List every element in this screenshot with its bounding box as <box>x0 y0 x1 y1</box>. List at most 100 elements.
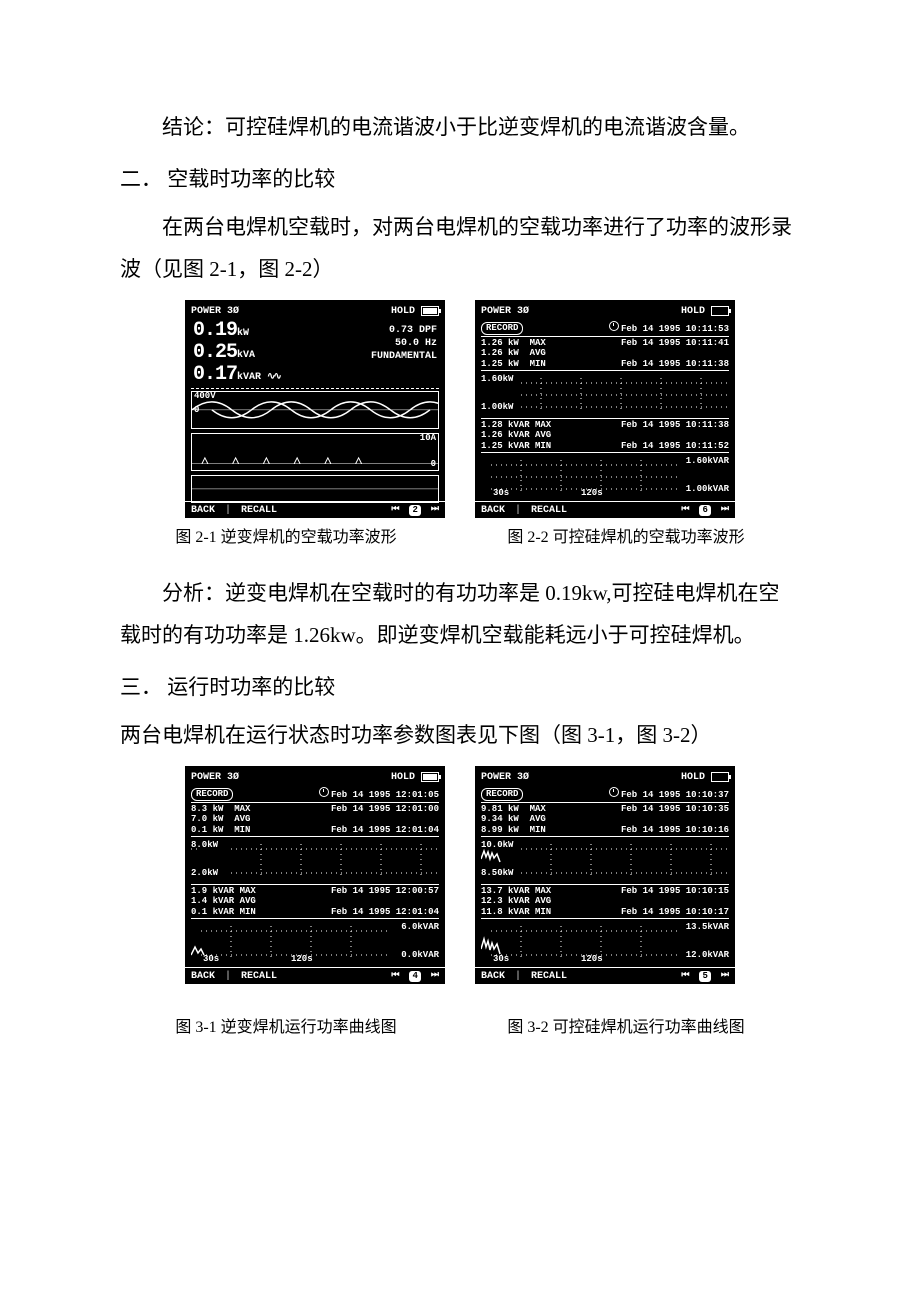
section-3-heading: 三． 运行时功率的比较 <box>120 666 800 708</box>
back-button[interactable]: BACK <box>481 971 505 982</box>
kvar-max-time: Feb 14 1995 10:10:15 <box>621 886 729 896</box>
kvar-min-time: Feb 14 1995 12:01:04 <box>331 907 439 917</box>
kw-avg: 9.34 kW <box>481 814 519 824</box>
kvar-min: 0.1 kVAR MIN <box>191 907 256 917</box>
next-icon[interactable]: ⏭ <box>721 505 729 515</box>
recall-button[interactable]: RECALL <box>241 971 277 982</box>
captions-row-2: 图 2-1 逆变焊机的空载功率波形 图 2-2 可控硅焊机的空载功率波形 <box>120 522 800 554</box>
section-2-intro: 在两台电焊机空载时，对两台电焊机的空载功率进行了功率的波形录波（见图 2-1，图… <box>120 206 800 290</box>
kvar-max: 1.9 kVAR MAX <box>191 886 256 896</box>
back-button[interactable]: BACK <box>191 971 215 982</box>
record-timestamp: Feb 14 1995 10:10:37 <box>621 790 729 800</box>
record-badge: RECORD <box>481 322 523 335</box>
kvar-max: 13.7 kVAR MAX <box>481 886 551 896</box>
recall-button[interactable]: RECALL <box>531 971 567 982</box>
kvar-avg: 1.4 kVAR AVG <box>191 896 256 906</box>
kw-avg: 7.0 kW <box>191 814 223 824</box>
screen-title: POWER 3Ø <box>191 306 239 317</box>
recall-button[interactable]: RECALL <box>531 505 567 516</box>
kw-stats: 1.26 kW MAX 1.26 kW AVG 1.25 kW MIN Feb … <box>481 336 729 371</box>
screen-title: POWER 3Ø <box>191 772 239 783</box>
section-2-heading: 二． 空载时功率的比较 <box>120 158 800 200</box>
screen-title: POWER 3Ø <box>481 772 529 783</box>
kvar-max-time: Feb 14 1995 10:11:38 <box>621 420 729 430</box>
record-timestamp: Feb 14 1995 10:11:53 <box>621 324 729 334</box>
hold-label: HOLD <box>391 772 415 783</box>
recall-button[interactable]: RECALL <box>241 505 277 516</box>
caption-3-2: 图 3-2 可控硅焊机运行功率曲线图 <box>507 1012 744 1044</box>
kw-min-time: Feb 14 1995 10:11:38 <box>621 359 729 369</box>
section-3-intro: 两台电焊机在运行状态时功率参数图表见下图（图 3-1，图 3-2） <box>120 714 800 756</box>
record-badge: RECORD <box>191 788 233 801</box>
next-icon[interactable]: ⏭ <box>721 971 729 981</box>
kw-stats: 8.3 kW MAX 7.0 kW AVG 0.1 kW MIN Feb 14 … <box>191 802 439 837</box>
screen-bottombar: BACK | RECALL ⏮ 6 ⏭ <box>475 501 735 518</box>
kw-unit: kW <box>237 328 249 339</box>
kw-avg: 1.26 kW <box>481 348 519 358</box>
kvar-min-time: Feb 14 1995 10:10:17 <box>621 907 729 917</box>
kw-trend: 10.0kW 8.50kW <box>481 839 729 883</box>
kw-value: 0.19 <box>193 319 237 342</box>
hold-label: HOLD <box>391 306 415 317</box>
screen-title: POWER 3Ø <box>481 306 529 317</box>
prev-icon[interactable]: ⏮ <box>681 505 689 515</box>
kvar-stats: 13.7 kVAR MAX 12.3 kVAR AVG 11.8 kVAR MI… <box>481 884 729 919</box>
analysis-text: 分析：逆变电焊机在空载时的有功功率是 0.19kw,可控硅电焊机在空载时的有功功… <box>120 572 800 656</box>
kvar-max: 1.28 kVAR MAX <box>481 420 551 430</box>
kw-max-time: Feb 14 1995 10:11:41 <box>621 338 729 348</box>
kw-stats: 9.81 kW MAX 9.34 kW AVG 8.99 kW MIN Feb … <box>481 802 729 837</box>
battery-icon <box>711 306 729 316</box>
kw-max: 8.3 kW <box>191 804 223 814</box>
kvar-min: 1.25 kVAR MIN <box>481 441 551 451</box>
kvar-trend: 13.5kVAR 12.0kVAR 30s 120s <box>481 921 729 965</box>
document-page: 结论：可控硅焊机的电流谐波小于比逆变焊机的电流谐波含量。 二． 空载时功率的比较… <box>0 0 920 1302</box>
kw-max: 1.26 kW <box>481 338 519 348</box>
kva-unit: kVA <box>237 350 255 361</box>
back-button[interactable]: BACK <box>481 505 505 516</box>
prev-icon[interactable]: ⏮ <box>681 971 689 981</box>
battery-icon <box>421 772 439 782</box>
page-indicator: 4 <box>409 971 420 982</box>
kvar-max-time: Feb 14 1995 12:00:57 <box>331 886 439 896</box>
battery-icon <box>421 306 439 316</box>
page-indicator: 5 <box>699 971 710 982</box>
next-icon[interactable]: ⏭ <box>431 971 439 981</box>
kvar-min: 11.8 kVAR MIN <box>481 907 551 917</box>
page-indicator: 2 <box>409 505 420 516</box>
screen-2-1: POWER 3Ø HOLD 0.19kW 0.25kVA 0.17kVAR ∿∿… <box>185 300 445 518</box>
kw-min-time: Feb 14 1995 10:10:16 <box>621 825 729 835</box>
caption-3-1: 图 3-1 逆变焊机运行功率曲线图 <box>175 1012 396 1044</box>
record-timestamp: Feb 14 1995 12:01:05 <box>331 790 439 800</box>
power-readings: 0.19kW 0.25kVA 0.17kVAR ∿∿ <box>193 320 280 386</box>
next-icon[interactable]: ⏭ <box>431 505 439 515</box>
figures-row-3: POWER 3Ø HOLD RECORD Feb 14 1995 12:01:0… <box>120 766 800 984</box>
kvar-trend: 6.0kVAR 0.0kVAR 30s 120s <box>191 921 439 965</box>
record-badge: RECORD <box>481 788 523 801</box>
hold-label: HOLD <box>681 772 705 783</box>
screen-3-1: POWER 3Ø HOLD RECORD Feb 14 1995 12:01:0… <box>185 766 445 984</box>
kvar-trend: 1.60kVAR 1.00kVAR 30s 120s <box>481 455 729 499</box>
kva-value: 0.25 <box>193 341 237 364</box>
kw-max: 9.81 kW <box>481 804 519 814</box>
screen-bottombar: BACK | RECALL ⏮ 2 ⏭ <box>185 501 445 518</box>
kvar-avg: 1.26 kVAR AVG <box>481 430 551 440</box>
caption-2-1: 图 2-1 逆变焊机的空载功率波形 <box>175 522 396 554</box>
prev-icon[interactable]: ⏮ <box>391 971 399 981</box>
kw-trend: 8.0kW 2.0kW <box>191 839 439 883</box>
kw-min-time: Feb 14 1995 12:01:04 <box>331 825 439 835</box>
fundamental-label: FUNDAMENTAL <box>371 350 437 363</box>
caption-2-2: 图 2-2 可控硅焊机的空载功率波形 <box>507 522 744 554</box>
screen-bottombar: BACK | RECALL ⏮ 4 ⏭ <box>185 967 445 984</box>
kvar-value: 0.17 <box>193 363 237 386</box>
clock-icon <box>609 787 619 797</box>
captions-row-3: 图 3-1 逆变焊机运行功率曲线图 图 3-2 可控硅焊机运行功率曲线图 <box>120 1012 800 1044</box>
kvar-stats: 1.28 kVAR MAX 1.26 kVAR AVG 1.25 kVAR MI… <box>481 418 729 453</box>
third-waveform <box>191 475 439 503</box>
kvar-stats: 1.9 kVAR MAX 1.4 kVAR AVG 0.1 kVAR MIN F… <box>191 884 439 919</box>
kw-max-time: Feb 14 1995 10:10:35 <box>621 804 729 814</box>
clock-icon <box>609 321 619 331</box>
back-button[interactable]: BACK <box>191 505 215 516</box>
page-indicator: 6 <box>699 505 710 516</box>
screen-2-2: POWER 3Ø HOLD RECORD Feb 14 1995 10:11:5… <box>475 300 735 518</box>
prev-icon[interactable]: ⏮ <box>391 505 399 515</box>
